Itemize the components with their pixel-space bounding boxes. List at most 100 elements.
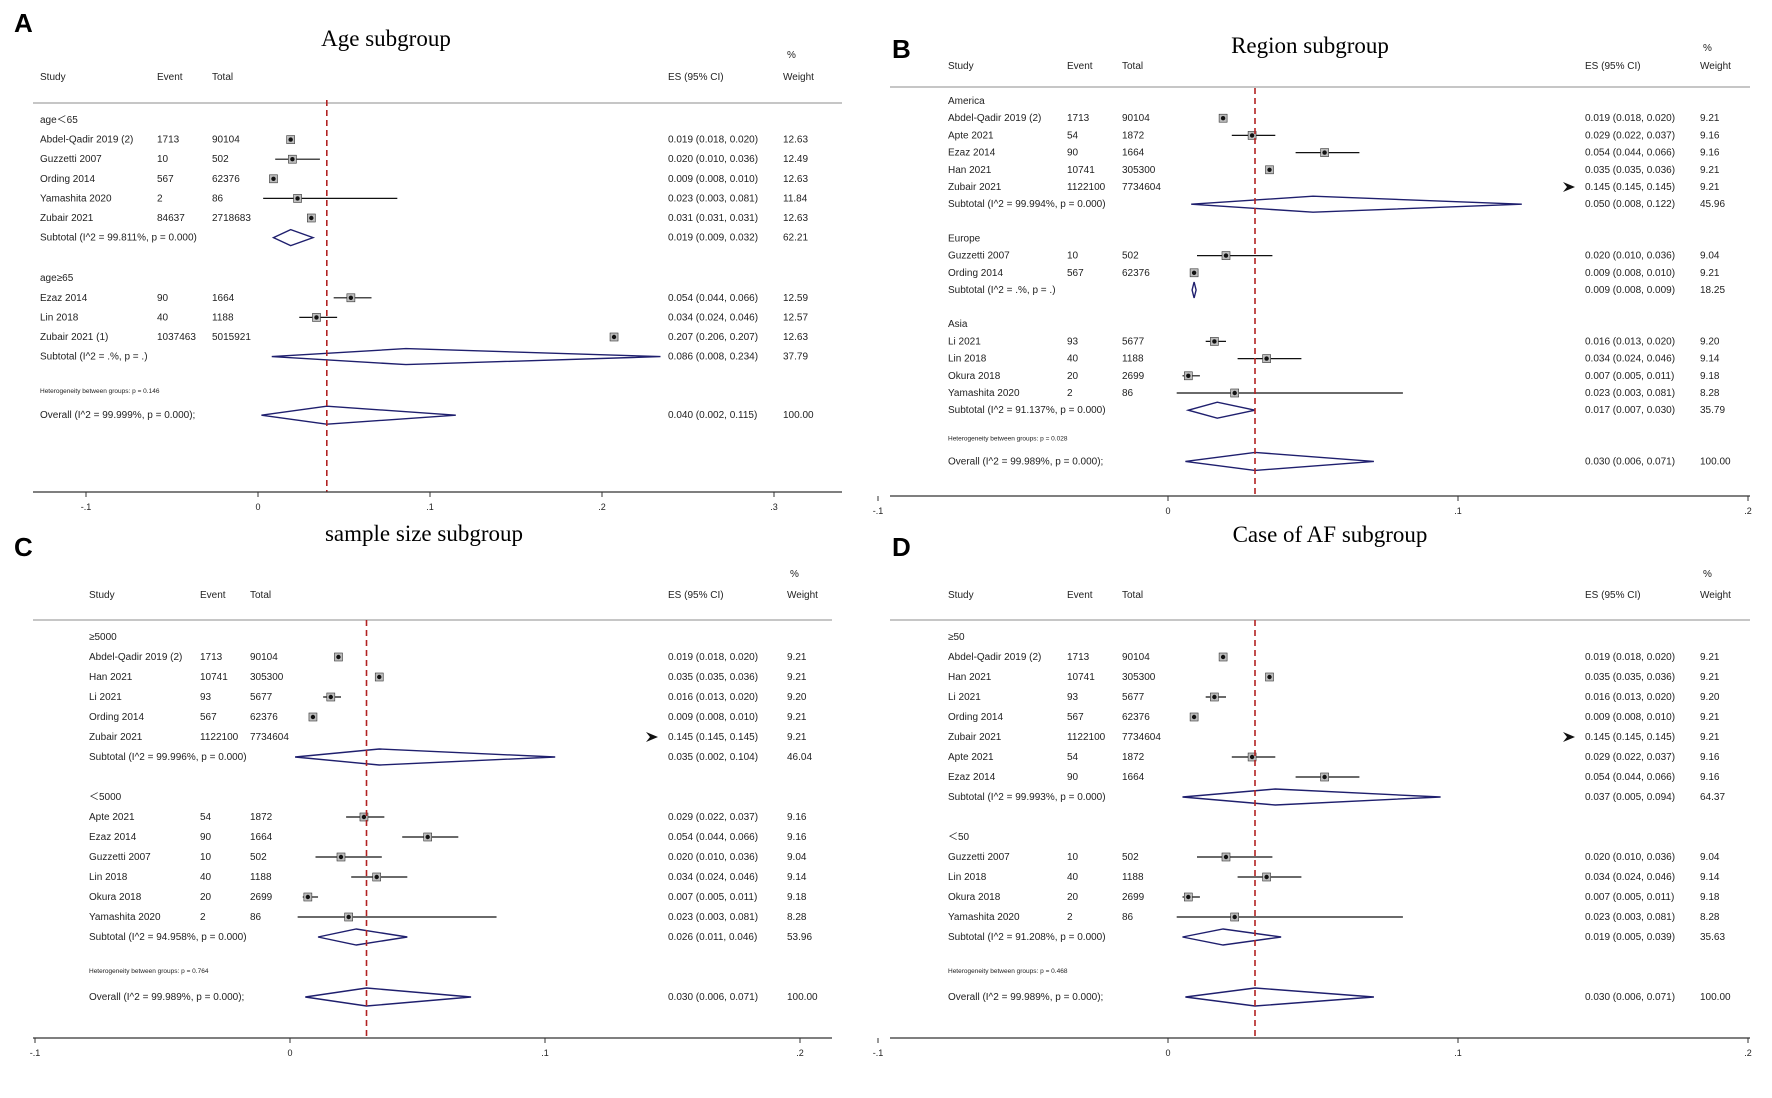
study-event: 1713 <box>157 135 180 146</box>
study-es-ci: 0.016 (0.013, 0.020) <box>1585 692 1675 703</box>
subtotal-diamond <box>1182 788 1441 806</box>
study-name: Ezaz 2014 <box>948 772 996 783</box>
study-total: 2699 <box>250 892 273 903</box>
point-estimate <box>1264 356 1269 361</box>
point-estimate <box>288 137 293 142</box>
group-label: Europe <box>948 233 981 244</box>
heterogeneity-text: Heterogeneity between groups: p = 0.468 <box>948 968 1068 975</box>
point-estimate <box>1191 714 1197 720</box>
subtotal-row: Subtotal (I^2 = 99.993%, p = 0.000) 0.037… <box>948 788 1725 806</box>
study-event: 54 <box>200 812 212 823</box>
overall-weight: 100.00 <box>1700 456 1731 467</box>
study-total: 1872 <box>1122 130 1145 141</box>
study-weight: 9.21 <box>787 672 807 683</box>
study-es-ci: 0.019 (0.018, 0.020) <box>668 652 758 663</box>
study-row: Zubair 2021 84637 2718683 0.031 (0.031, 0.0… <box>40 213 808 224</box>
point-estimate <box>1186 894 1191 900</box>
study-event: 10 <box>1067 852 1079 863</box>
study-weight: 12.57 <box>783 312 808 323</box>
study-es-ci: 0.029 (0.022, 0.037) <box>1585 130 1675 141</box>
overall-label: Overall (I^2 = 99.999%, p = 0.000); <box>40 410 195 421</box>
study-total: 1188 <box>1122 872 1144 883</box>
study-total: 1188 <box>212 312 234 323</box>
study-weight: 9.21 <box>1700 268 1720 279</box>
study-weight: 9.21 <box>787 712 807 723</box>
study-weight: 8.28 <box>1700 912 1720 923</box>
study-es-ci: 0.023 (0.003, 0.081) <box>668 912 758 923</box>
study-row: Guzzetti 2007 10 502 0.020 (0.010, 0.036) 9.… <box>948 852 1720 863</box>
x-tick-label: -.1 <box>873 506 884 516</box>
x-tick-label: 0 <box>1165 506 1170 516</box>
study-total: 90104 <box>212 135 240 146</box>
group-label: ＜5000 <box>89 792 122 803</box>
study-weight: 9.04 <box>1700 852 1720 863</box>
overall-row: Overall (I^2 = 99.989%, p = 0.000); 0.030… <box>948 987 1731 1007</box>
study-es-ci: 0.054 (0.044, 0.066) <box>1585 772 1675 783</box>
study-event: 567 <box>1067 268 1084 279</box>
study-weight: 9.21 <box>1700 672 1720 683</box>
study-es-ci: 0.020 (0.010, 0.036) <box>668 154 758 165</box>
overall-es-ci: 0.030 (0.006, 0.071) <box>1585 456 1675 467</box>
study-event: 1713 <box>1067 113 1090 124</box>
study-weight: 9.04 <box>787 852 807 863</box>
study-weight: 9.21 <box>1700 652 1720 663</box>
study-total: 90104 <box>1122 113 1150 124</box>
study-total: 5677 <box>1122 692 1145 703</box>
study-weight: 9.14 <box>787 872 807 883</box>
point-estimate <box>1232 390 1237 396</box>
study-name: Apte 2021 <box>948 130 994 141</box>
study-es-ci: 0.034 (0.024, 0.046) <box>1585 354 1675 365</box>
study-es-ci: 0.035 (0.035, 0.036) <box>1585 672 1675 683</box>
point-estimate <box>1220 654 1226 660</box>
panel-title: Case of AF subgroup <box>1233 522 1428 547</box>
study-event: 40 <box>200 872 212 883</box>
study-es-ci: 0.054 (0.044, 0.066) <box>668 832 758 843</box>
subtotal-label: Subtotal (I^2 = 99.996%, p = 0.000) <box>89 752 247 763</box>
study-name: Ording 2014 <box>948 268 1003 279</box>
study-name: Okura 2018 <box>948 892 1001 903</box>
study-weight: 12.63 <box>783 174 808 185</box>
study-name: Ezaz 2014 <box>948 148 996 159</box>
study-name: Yamashita 2020 <box>948 388 1020 399</box>
study-es-ci: 0.007 (0.005, 0.011) <box>1585 892 1674 903</box>
study-row: Ording 2014 567 62376 0.009 (0.008, 0.010) 1… <box>40 174 808 185</box>
study-es-ci: 0.034 (0.024, 0.046) <box>668 872 758 883</box>
heterogeneity-text: Heterogeneity between groups: p = 0.146 <box>40 388 160 395</box>
study-weight: 9.21 <box>787 652 807 663</box>
study-name: Abdel-Qadir 2019 (2) <box>89 652 182 663</box>
overall-diamond <box>1185 987 1374 1007</box>
subtotal-weight: 45.96 <box>1700 199 1725 210</box>
study-name: Guzzetti 2007 <box>948 251 1010 262</box>
study-row: Lin 2018 40 1188 0.034 (0.024, 0.046) 9.14 <box>948 872 1720 883</box>
study-row: Okura 2018 20 2699 0.007 (0.005, 0.011) 9.18 <box>89 892 807 903</box>
study-weight: 9.20 <box>1700 336 1720 347</box>
study-weight: 12.49 <box>783 154 808 165</box>
study-row: Ezaz 2014 90 1664 0.054 (0.044, 0.066) 9.16 <box>948 148 1720 159</box>
group-label: age≥65 <box>40 273 74 284</box>
study-name: Han 2021 <box>948 165 992 176</box>
study-name: Abdel-Qadir 2019 (2) <box>40 135 133 146</box>
overall-diamond <box>261 405 456 425</box>
study-event: 93 <box>1067 336 1079 347</box>
point-estimate <box>338 854 344 860</box>
point-estimate <box>309 215 314 221</box>
panel-D: D Case of AF subgroup% Study Event Total ES (… <box>873 522 1752 1058</box>
study-event: 40 <box>157 312 169 323</box>
study-weight: 12.59 <box>783 293 808 304</box>
subtotal-diamond <box>295 748 556 766</box>
subtotal-label: Subtotal (I^2 = 99.811%, p = 0.000) <box>40 233 197 244</box>
study-weight: 9.20 <box>787 692 807 703</box>
study-name: Ording 2014 <box>948 712 1003 723</box>
study-event: 2 <box>1067 912 1073 923</box>
point-estimate <box>1264 874 1269 880</box>
study-es-ci: 0.031 (0.031, 0.031) <box>668 213 758 224</box>
study-total: 502 <box>1122 852 1139 863</box>
study-weight: 9.18 <box>1700 892 1720 903</box>
subtotal-weight: 18.25 <box>1700 285 1725 296</box>
study-name: Ezaz 2014 <box>89 832 137 843</box>
study-event: 1122100 <box>1067 732 1106 743</box>
study-event: 10 <box>1067 251 1079 262</box>
subtotal-weight: 64.37 <box>1700 792 1725 803</box>
panel-B: B Region subgroup % Study Event Total ES (95% … <box>873 33 1752 516</box>
